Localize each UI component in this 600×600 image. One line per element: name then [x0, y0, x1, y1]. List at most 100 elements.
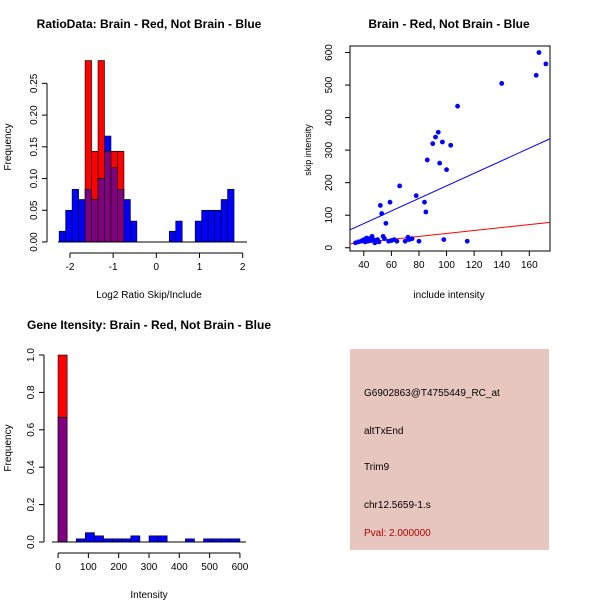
intensity-y-tick-label: 0.4 — [26, 460, 37, 474]
intensity-x-label: Intensity — [130, 590, 167, 600]
scatter-y-tick-label: 0 — [324, 245, 335, 251]
scatter-point — [409, 236, 415, 242]
scatter-x-tick-label: 60 — [386, 260, 398, 271]
scatter-fit-line-not-brain — [349, 138, 551, 231]
ratio-bar-brain — [117, 150, 125, 190]
scatter-x-tick-label: 40 — [358, 260, 370, 271]
ratio-bar-overlap — [91, 199, 99, 243]
scatter-chart: Brain - Red, Not Brain - Blue 40 60 80 100 1… — [303, 17, 551, 301]
gene-name: Trim9 — [364, 462, 390, 473]
ratio-y-label: Frequency — [3, 123, 14, 170]
scatter-y-label: skip intensity — [303, 124, 313, 176]
ratio-bar-overlap — [104, 150, 112, 243]
ratio-bar-brain — [110, 150, 118, 169]
scatter-plot-box — [349, 45, 551, 252]
ratio-bar-overlap — [97, 178, 105, 243]
ratio-x-tick-label: 1 — [197, 262, 203, 273]
intensity-x-tick-label: 0 — [55, 562, 61, 573]
scatter-point — [455, 103, 460, 109]
intensity-chart-title: Gene Itensity: Brain - Red, Not Brain - … — [27, 318, 271, 332]
ratio-bar-not-brain — [214, 209, 222, 243]
ratio-bar-not-brain — [194, 220, 202, 243]
intensity-x-axis: 0 100 200 300 400 500 600 — [55, 552, 249, 573]
intensity-x-tick-label: 300 — [141, 562, 158, 573]
intensity-x-tick-label: 100 — [80, 562, 97, 573]
intensity-bar-not-brain — [157, 535, 168, 543]
ratio-bar-not-brain — [78, 199, 86, 243]
scatter-point — [448, 142, 454, 148]
scatter-point — [379, 211, 385, 216]
intensity-bar-not-brain — [94, 535, 104, 543]
ratio-y-tick-label: 0.00 — [29, 232, 40, 252]
scatter-point — [440, 139, 445, 145]
scatter-chart-title: Brain - Red, Not Brain - Blue — [368, 17, 530, 31]
scatter-point — [382, 236, 387, 242]
scatter-point — [383, 220, 389, 226]
scatter-x-label: include intensity — [413, 290, 484, 301]
ratio-bar-overlap — [110, 167, 118, 243]
intensity-x-tick-label: 600 — [232, 562, 249, 573]
ratio-bar-not-brain — [175, 220, 183, 243]
ratio-y-tick-label: 0.15 — [29, 137, 40, 157]
ratio-bar-not-brain — [227, 189, 235, 243]
info-panel: G6902863@T4755449_RC_at altTxEnd Trim9 c… — [350, 349, 549, 550]
scatter-point — [387, 199, 393, 205]
ratio-bar-overlap — [117, 189, 125, 243]
scatter-point — [424, 157, 430, 163]
ratio-bar-brain — [84, 60, 92, 190]
probe-id: G6902863@T4755449_RC_at — [364, 388, 500, 399]
event-type: altTxEnd — [364, 426, 403, 437]
intensity-x-tick-label: 500 — [201, 562, 218, 573]
ratio-bar-not-brain — [207, 209, 215, 243]
scatter-point — [435, 129, 441, 135]
ratio-bar-brain — [91, 150, 99, 200]
p-value: Pval: 2.000000 — [364, 528, 431, 539]
scatter-point — [377, 203, 383, 208]
scatter-y-tick-label: 300 — [324, 141, 335, 158]
intensity-bar-overlap — [57, 416, 68, 543]
ratio-x-tick-label: 0 — [154, 262, 160, 273]
ratio-y-tick-label: 0.20 — [29, 105, 40, 125]
scatter-x-tick-label: 100 — [438, 260, 455, 271]
scatter-point — [543, 61, 549, 67]
scatter-point — [433, 134, 438, 140]
ratio-bar-not-brain — [71, 189, 79, 243]
scatter-point — [430, 141, 436, 147]
ratio-chart: RatioData: Brain - Red, Not Brain - Blue… — [3, 17, 262, 301]
intensity-bar-not-brain — [148, 535, 159, 543]
scatter-point — [422, 199, 427, 205]
ratio-x-tick-label: -2 — [66, 262, 75, 273]
scatter-point — [394, 238, 400, 244]
ratio-bar-not-brain — [130, 220, 138, 243]
intensity-y-tick-label: 0.0 — [26, 535, 37, 549]
ratio-x-tick-label: 2 — [240, 262, 246, 273]
intensity-y-tick-label: 0.6 — [26, 422, 37, 436]
intensity-y-label: Frequency — [3, 424, 14, 471]
scatter-point — [376, 239, 382, 245]
intensity-y-tick-label: 0.2 — [26, 497, 37, 511]
intensity-bar-not-brain — [85, 532, 95, 543]
scatter-point — [413, 193, 419, 199]
scatter-point — [437, 160, 443, 166]
scatter-y-axis: 0 100 200 300 400 500 600 — [324, 44, 350, 251]
ratio-y-axis: 0.00 0.05 0.10 0.15 0.20 0.25 — [29, 73, 48, 252]
scatter-y-tick-label: 600 — [324, 44, 335, 61]
intensity-x-tick-label: 200 — [110, 562, 127, 573]
ratio-bar-not-brain — [220, 199, 228, 243]
scatter-x-tick-label: 160 — [521, 260, 538, 271]
scatter-fit-lines — [349, 138, 551, 245]
ratio-y-tick-label: 0.10 — [29, 168, 40, 188]
ratio-bars — [58, 60, 235, 243]
intensity-x-tick-label: 400 — [171, 562, 188, 573]
scatter-point — [416, 238, 422, 244]
ratio-bar-not-brain — [65, 209, 73, 243]
scatter-y-tick-label: 500 — [324, 76, 335, 93]
scatter-x-tick-label: 80 — [413, 260, 425, 271]
scatter-x-tick-label: 120 — [466, 260, 483, 271]
scatter-point — [533, 72, 539, 78]
intensity-bar-not-brain — [130, 535, 141, 543]
scatter-point — [397, 183, 403, 189]
intensity-bars — [57, 354, 241, 543]
scatter-y-tick-label: 200 — [324, 174, 335, 191]
ratio-bar-not-brain — [168, 230, 177, 243]
